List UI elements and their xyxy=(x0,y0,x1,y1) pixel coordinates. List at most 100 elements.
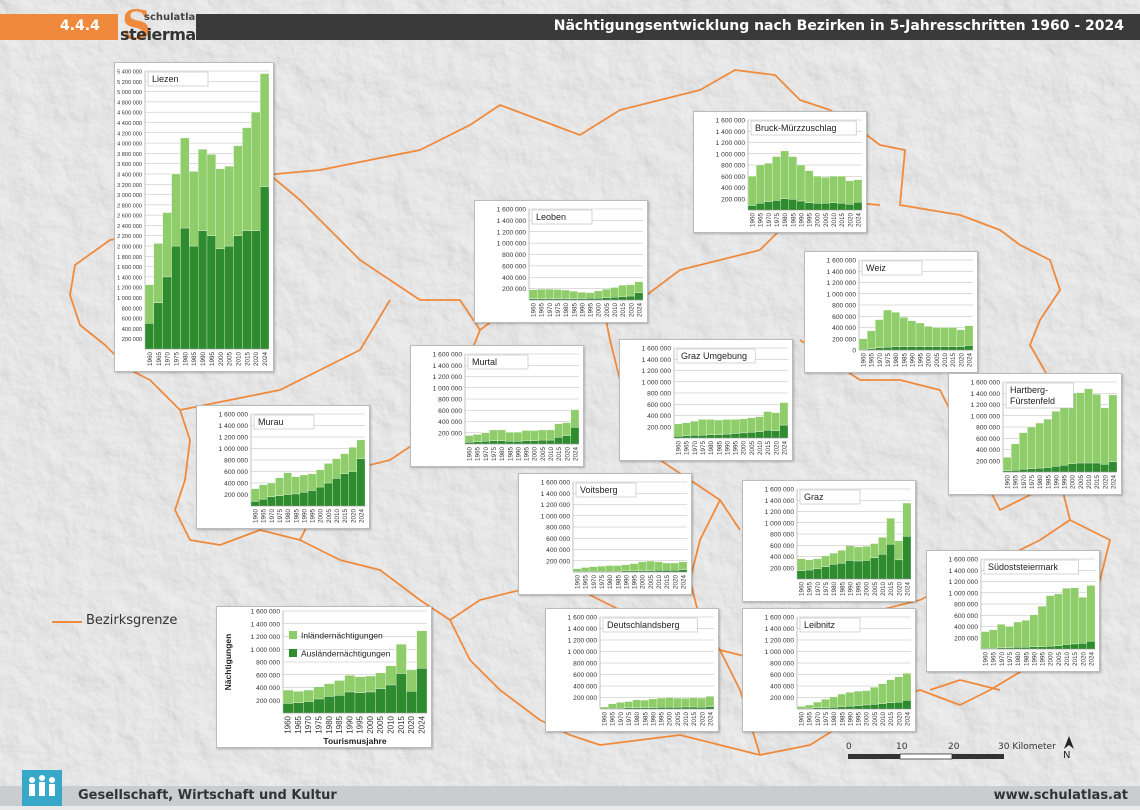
bar-foreign-2000 xyxy=(1068,464,1076,472)
bar-foreign-2005 xyxy=(376,689,386,713)
bar-inland-2000 xyxy=(665,698,673,708)
x-tick-label: 1990 xyxy=(515,447,522,462)
bar-inland-1980 xyxy=(324,684,334,697)
x-tick-label: 1970 xyxy=(165,352,172,367)
x-tick-label: 1980 xyxy=(182,352,189,367)
x-tick-label: 1995 xyxy=(659,712,666,727)
bar-foreign-1980 xyxy=(830,564,838,579)
x-tick-label: 2020 xyxy=(773,441,780,456)
bar-foreign-2015 xyxy=(887,544,895,579)
x-tick-label: 1995 xyxy=(356,715,365,733)
bar-inland-1995 xyxy=(805,171,813,203)
y-tick-label: 600 000 xyxy=(122,317,142,323)
bar-inland-2005 xyxy=(1054,594,1062,646)
x-tick-label: 2000 xyxy=(667,712,674,727)
x-tick-label: 1965 xyxy=(1013,475,1020,490)
bar-inland-1965 xyxy=(867,331,875,349)
bar-inland-1980 xyxy=(284,473,292,495)
bar-foreign-2020 xyxy=(251,231,260,349)
bar-inland-1980 xyxy=(180,138,189,228)
bar-inland-1970 xyxy=(813,702,821,708)
x-tick-label: 1970 xyxy=(547,303,554,318)
x-tick-label: 1965 xyxy=(807,712,814,727)
bar-foreign-1975 xyxy=(489,441,497,444)
y-tick-label: 3 400 000 xyxy=(117,172,142,178)
scale-tick-0: 0 xyxy=(846,742,852,752)
bar-foreign-1975 xyxy=(698,435,706,438)
y-tick-label: 200 000 xyxy=(546,558,570,565)
bar-inland-1990 xyxy=(1030,615,1038,647)
x-tick-label: 1985 xyxy=(191,352,198,367)
bar-inland-1960 xyxy=(797,559,805,571)
bar-foreign-2024 xyxy=(1087,641,1095,649)
x-tick-label: 2024 xyxy=(358,509,365,524)
x-tick-label: 1995 xyxy=(918,353,925,368)
bar-foreign-1975 xyxy=(314,699,324,713)
bar-foreign-1980 xyxy=(892,347,900,350)
y-tick-label: 1 400 000 xyxy=(827,269,857,276)
y-tick-label: 4 000 000 xyxy=(117,142,142,148)
bar-inland-1975 xyxy=(1005,627,1013,648)
bar-foreign-2020 xyxy=(406,691,416,713)
x-tick-label: 2020 xyxy=(1080,652,1087,667)
bar-inland-1985 xyxy=(570,291,578,298)
y-tick-label: 3 200 000 xyxy=(117,183,142,189)
bar-inland-1970 xyxy=(875,320,883,348)
bar-foreign-1970 xyxy=(813,569,821,579)
bar-foreign-1975 xyxy=(821,567,829,579)
y-tick-label: 1 200 000 xyxy=(541,502,571,509)
bar-inland-2000 xyxy=(594,291,602,298)
y-tick-label: 400 000 xyxy=(573,684,597,691)
x-tick-label: 2015 xyxy=(888,712,895,727)
bar-foreign-1990 xyxy=(723,434,731,438)
y-tick-label: 800 000 xyxy=(954,602,978,609)
x-tick-label: 2000 xyxy=(532,447,539,462)
y-tick-label: 800 000 xyxy=(224,458,248,465)
y-tick-label: 400 000 xyxy=(976,447,1000,454)
bar-foreign-2005 xyxy=(821,203,829,210)
bar-inland-1995 xyxy=(522,431,530,441)
bar-inland-2015 xyxy=(764,412,772,431)
bar-foreign-2010 xyxy=(234,236,243,349)
y-tick-label: 1 000 000 xyxy=(642,379,672,386)
x-tick-label: 2010 xyxy=(236,352,243,367)
x-tick-label: 2024 xyxy=(855,213,862,228)
x-tick-label: 2005 xyxy=(1078,475,1085,490)
bar-inland-1960 xyxy=(600,707,608,709)
chart-title: Liezen xyxy=(152,74,179,84)
y-tick-label: 1 200 000 xyxy=(433,374,463,381)
y-axis-label: Nächtigungen xyxy=(223,634,233,691)
bar-inland-1990 xyxy=(846,692,854,706)
x-tick-label: 1970 xyxy=(999,652,1006,667)
x-tick-label: 2020 xyxy=(564,447,571,462)
y-tick-label: 1 000 000 xyxy=(765,520,795,527)
x-tick-label: 1995 xyxy=(856,712,863,727)
chart-title: Murtal xyxy=(472,357,497,367)
x-tick-label: 2005 xyxy=(749,441,756,456)
x-tick-label: 1990 xyxy=(345,715,354,733)
bar-inland-1975 xyxy=(553,289,561,298)
bar-foreign-1960 xyxy=(283,703,293,713)
y-tick-label: 1 200 000 xyxy=(765,509,795,516)
x-tick-label: 2015 xyxy=(556,447,563,462)
footer-url[interactable]: www.schulatlas.at xyxy=(994,788,1128,803)
bar-foreign-1970 xyxy=(481,441,489,444)
bar-foreign-1990 xyxy=(300,492,308,506)
x-tick-label: 2024 xyxy=(1088,652,1095,667)
x-tick-label: 1960 xyxy=(799,712,806,727)
bar-inland-1990 xyxy=(622,565,630,571)
x-tick-label: 1975 xyxy=(277,509,284,524)
bar-foreign-2015 xyxy=(1093,463,1101,472)
x-tick-label: 1975 xyxy=(700,441,707,456)
bar-inland-1985 xyxy=(614,566,622,572)
bar-inland-2000 xyxy=(530,431,538,441)
y-tick-label: 800 000 xyxy=(502,252,526,259)
bar-foreign-2015 xyxy=(555,437,563,444)
bar-foreign-1970 xyxy=(875,348,883,350)
x-tick-label: 1965 xyxy=(991,652,998,667)
y-tick-label: 400 000 xyxy=(770,684,794,691)
bar-inland-2010 xyxy=(755,417,763,432)
